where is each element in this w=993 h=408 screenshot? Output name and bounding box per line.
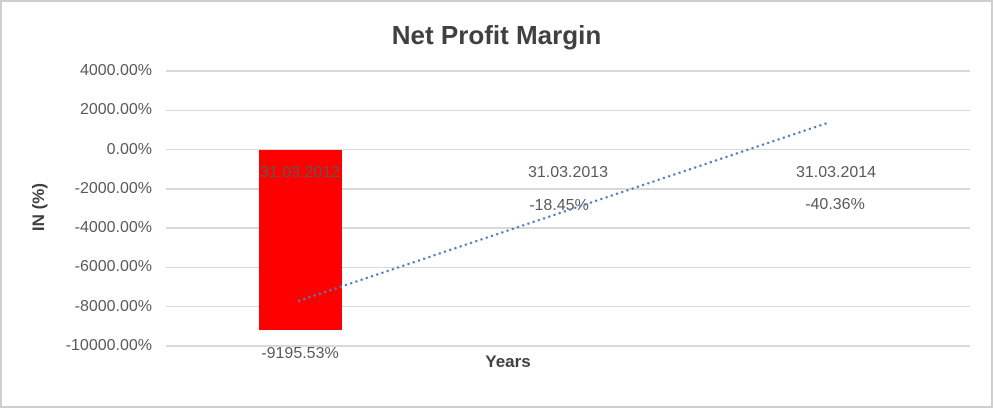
y-tick-label: 0.00% — [106, 140, 152, 158]
y-tick-label: -10000.00% — [65, 337, 152, 354]
y-tick-label: 4000.00% — [79, 62, 152, 79]
y-tick-label: -4000.00% — [74, 219, 152, 237]
category-label: 31.03.2012 — [259, 164, 341, 181]
data-label: -40.36% — [805, 196, 865, 213]
category-label: 31.03.2014 — [795, 164, 877, 181]
x-axis-title: Years — [485, 352, 531, 371]
data-label: -18.45% — [529, 197, 589, 214]
data-label: -9195.53% — [261, 345, 339, 362]
y-tick-label: -8000.00% — [74, 297, 152, 315]
y-tick-label: 2000.00% — [79, 101, 152, 119]
y-tick-label: -6000.00% — [74, 258, 152, 276]
gridline — [166, 345, 970, 347]
chart-title: Net Profit Margin — [391, 20, 602, 50]
gridline — [166, 306, 970, 308]
gridline — [166, 70, 970, 72]
gridline — [166, 109, 970, 111]
y-tick-label: -2000.00% — [74, 179, 152, 197]
category-label: 31.03.2013 — [527, 164, 609, 181]
